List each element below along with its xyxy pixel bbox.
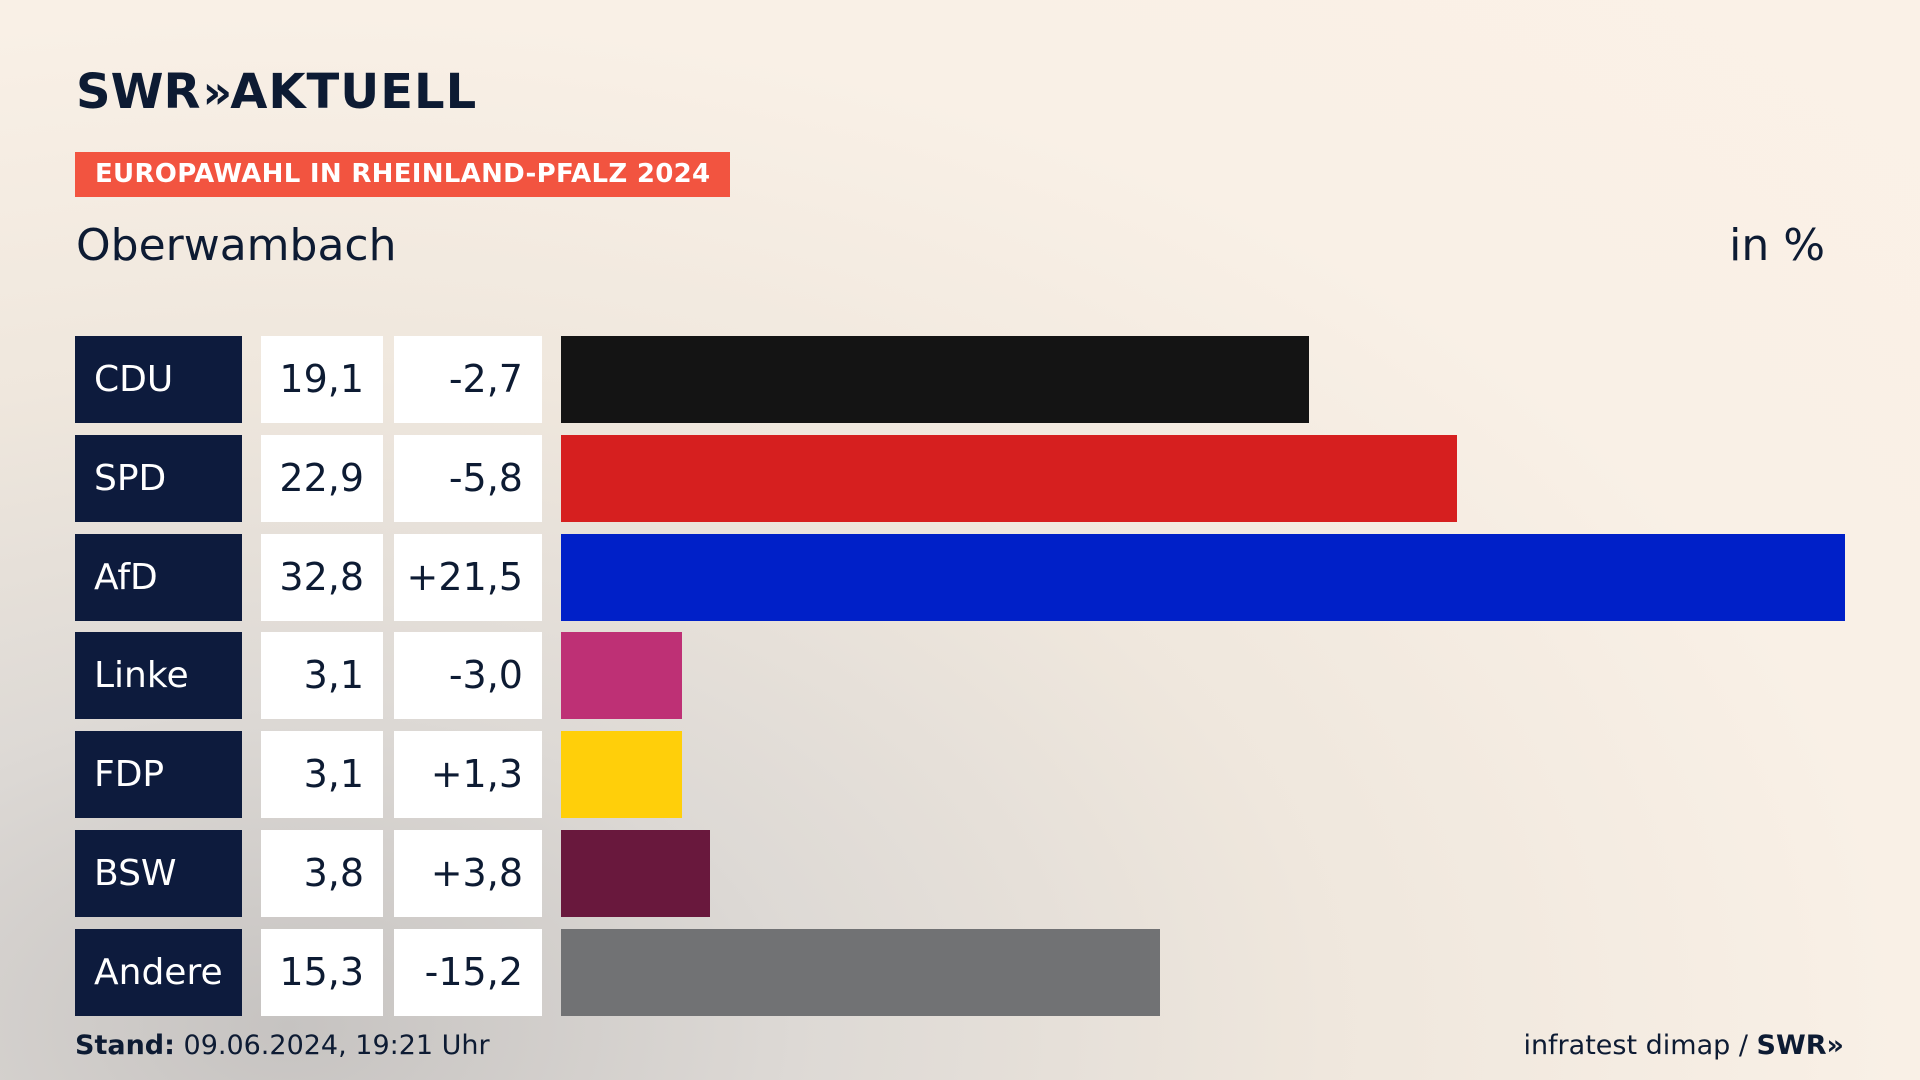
result-row: FDP 3,1 +1,3 [0, 731, 1920, 819]
source-swr-logo: SWR» [1756, 1030, 1844, 1061]
result-bar [561, 336, 1309, 423]
result-bar [561, 632, 683, 720]
party-label: FDP [75, 731, 242, 819]
vote-share-value: 3,1 [261, 632, 383, 720]
stand-value: 09.06.2024, 19:21 Uhr [183, 1030, 490, 1061]
logo-swr: SWR [76, 64, 201, 120]
vote-share-value: 22,9 [261, 434, 383, 522]
vote-change-value: +1,3 [394, 731, 542, 819]
vote-change-value: +21,5 [394, 533, 542, 621]
election-tag: EUROPAWAHL IN RHEINLAND-PFALZ 2024 [75, 152, 731, 197]
vote-change-value: -15,2 [394, 928, 542, 1016]
vote-share-value: 3,1 [261, 731, 383, 819]
result-row: BSW 3,8 +3,8 [0, 830, 1920, 917]
logo-aktuell: AKTUELL [230, 64, 478, 120]
result-bar [561, 928, 1160, 1016]
vote-change-value: -2,7 [394, 336, 542, 423]
result-row: Linke 3,1 -3,0 [0, 632, 1920, 720]
party-label: AfD [75, 533, 242, 621]
vote-share-value: 32,8 [261, 533, 383, 621]
result-bar [561, 533, 1845, 621]
result-row: Andere 15,3 -15,2 [0, 928, 1920, 1016]
swr-aktuell-logo: SWR » AKTUELL [76, 64, 478, 120]
result-bar [561, 830, 710, 917]
result-row: CDU 19,1 -2,7 [0, 336, 1920, 423]
vote-share-value: 19,1 [261, 336, 383, 423]
source-credit: infratest dimap / SWR» [1523, 1030, 1844, 1061]
unit-label: in % [1729, 220, 1825, 271]
result-bar [561, 731, 683, 819]
source-text: infratest dimap / [1523, 1030, 1757, 1061]
party-label: Linke [75, 632, 242, 720]
chart-title: Oberwambach [76, 220, 397, 271]
party-label: BSW [75, 830, 242, 917]
stand-label: Stand: [75, 1030, 175, 1061]
vote-change-value: +3,8 [394, 830, 542, 917]
party-label: CDU [75, 336, 242, 423]
vote-share-value: 3,8 [261, 830, 383, 917]
result-bar [561, 434, 1458, 522]
vote-share-value: 15,3 [261, 928, 383, 1016]
result-row: AfD 32,8 +21,5 [0, 533, 1920, 621]
party-label: Andere [75, 928, 242, 1016]
party-label: SPD [75, 434, 242, 522]
vote-change-value: -5,8 [394, 434, 542, 522]
timestamp: Stand: 09.06.2024, 19:21 Uhr [75, 1030, 490, 1061]
result-row: SPD 22,9 -5,8 [0, 434, 1920, 522]
vote-change-value: -3,0 [394, 632, 542, 720]
